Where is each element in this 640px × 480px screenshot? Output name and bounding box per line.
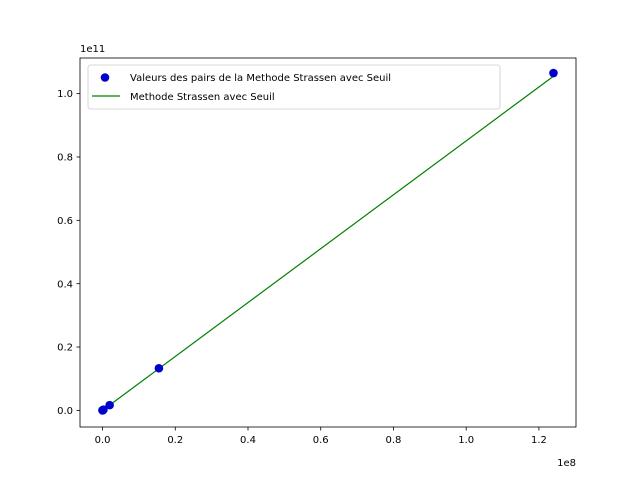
y-tick-label: 1.0: [57, 89, 73, 100]
y-tick-label: 0.4: [57, 279, 73, 290]
legend-entry-label: Methode Strassen avec Seuil: [130, 92, 275, 103]
scatter-point: [154, 363, 164, 373]
x-tick-label: 0.8: [386, 435, 402, 446]
series-line-0: [102, 75, 554, 411]
y-tick-label: 0.2: [57, 343, 73, 354]
legend: Valeurs des pairs de la Methode Strassen…: [87, 64, 501, 110]
x-tick-label: 0.4: [240, 435, 256, 446]
x-tick-label: 0.2: [167, 435, 183, 446]
x-axis-offset-label: 1e8: [557, 458, 576, 469]
scatter-point: [105, 400, 114, 410]
legend-box: [87, 64, 501, 110]
y-tick-label: 0.8: [57, 153, 73, 164]
x-tick-label: 1.2: [531, 435, 547, 446]
y-axis-offset-label: 1e11: [80, 44, 105, 55]
y-tick-label: 0.6: [57, 216, 73, 227]
x-tick-label: 1.0: [458, 435, 474, 446]
y-axis: 0.0 0.2 0.4 0.6 0.8 1.0: [57, 89, 80, 417]
y-tick-label: 0.0: [57, 406, 73, 417]
legend-marker: [100, 73, 110, 82]
axes-frame: [79, 57, 577, 428]
plot-area: [98, 68, 558, 415]
x-tick-label: 0.6: [313, 435, 329, 446]
x-tick-label: 0.0: [95, 435, 111, 446]
legend-entry-label: Valeurs des pairs de la Methode Strassen…: [130, 73, 391, 84]
scatter-point: [99, 405, 108, 415]
scatter-point: [549, 68, 558, 78]
x-axis: 0.0 0.2 0.4 0.6 0.8 1.0 1.2: [95, 427, 547, 446]
